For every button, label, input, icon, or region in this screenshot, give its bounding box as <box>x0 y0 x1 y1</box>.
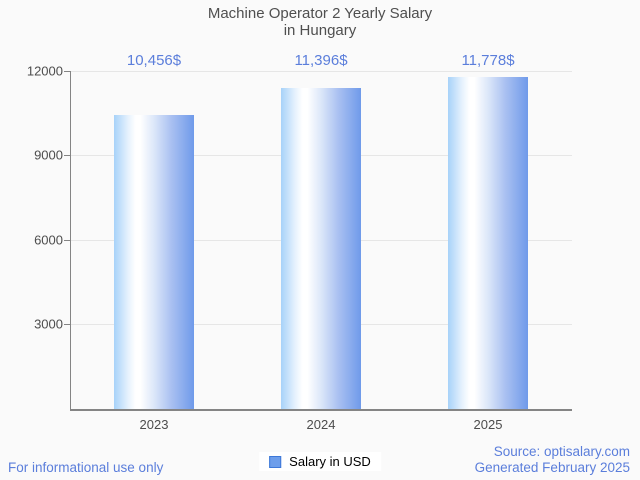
value-label-2023: 10,456$ <box>126 52 182 69</box>
y-axis-tick <box>64 155 71 156</box>
bar-2024[interactable] <box>281 88 361 409</box>
gridline-12000 <box>71 71 572 72</box>
chart-title: Machine Operator 2 Yearly Salary in Hung… <box>0 5 640 39</box>
y-tick-label: 12000 <box>26 63 63 79</box>
legend-item-salary-in-usd[interactable]: Salary in USD <box>259 452 381 471</box>
disclaimer-text: For informational use only <box>8 460 164 475</box>
y-tick-label: 3000 <box>34 316 63 332</box>
source-text: Source: optisalary.com <box>493 444 630 459</box>
x-tick-label-2024: 2024 <box>306 417 336 432</box>
source-block: Source: optisalary.com Generated Februar… <box>475 444 630 476</box>
bar-2023[interactable] <box>114 114 194 409</box>
chart-title-line1: Machine Operator 2 Yearly Salary <box>207 5 433 22</box>
generated-text: Generated February 2025 <box>474 460 630 475</box>
y-axis-tick <box>64 324 71 325</box>
bar-2025[interactable] <box>448 77 528 409</box>
chart-title-line2: in Hungary <box>283 22 357 39</box>
legend-label: Salary in USD <box>289 454 371 469</box>
y-tick-label: 9000 <box>34 147 63 163</box>
y-axis-tick <box>64 240 71 241</box>
value-label-2024: 11,396$ <box>294 52 348 69</box>
legend-swatch-icon <box>269 455 282 468</box>
y-axis-tick <box>64 71 71 72</box>
x-tick-label-2023: 2023 <box>139 417 169 432</box>
y-tick-label: 6000 <box>34 232 63 248</box>
value-label-2025: 11,778$ <box>461 52 515 69</box>
plot-area: 12000 9000 6000 3000 10,456$ 11,396$ 11,… <box>27 52 572 432</box>
x-tick-label-2025: 2025 <box>473 417 503 432</box>
